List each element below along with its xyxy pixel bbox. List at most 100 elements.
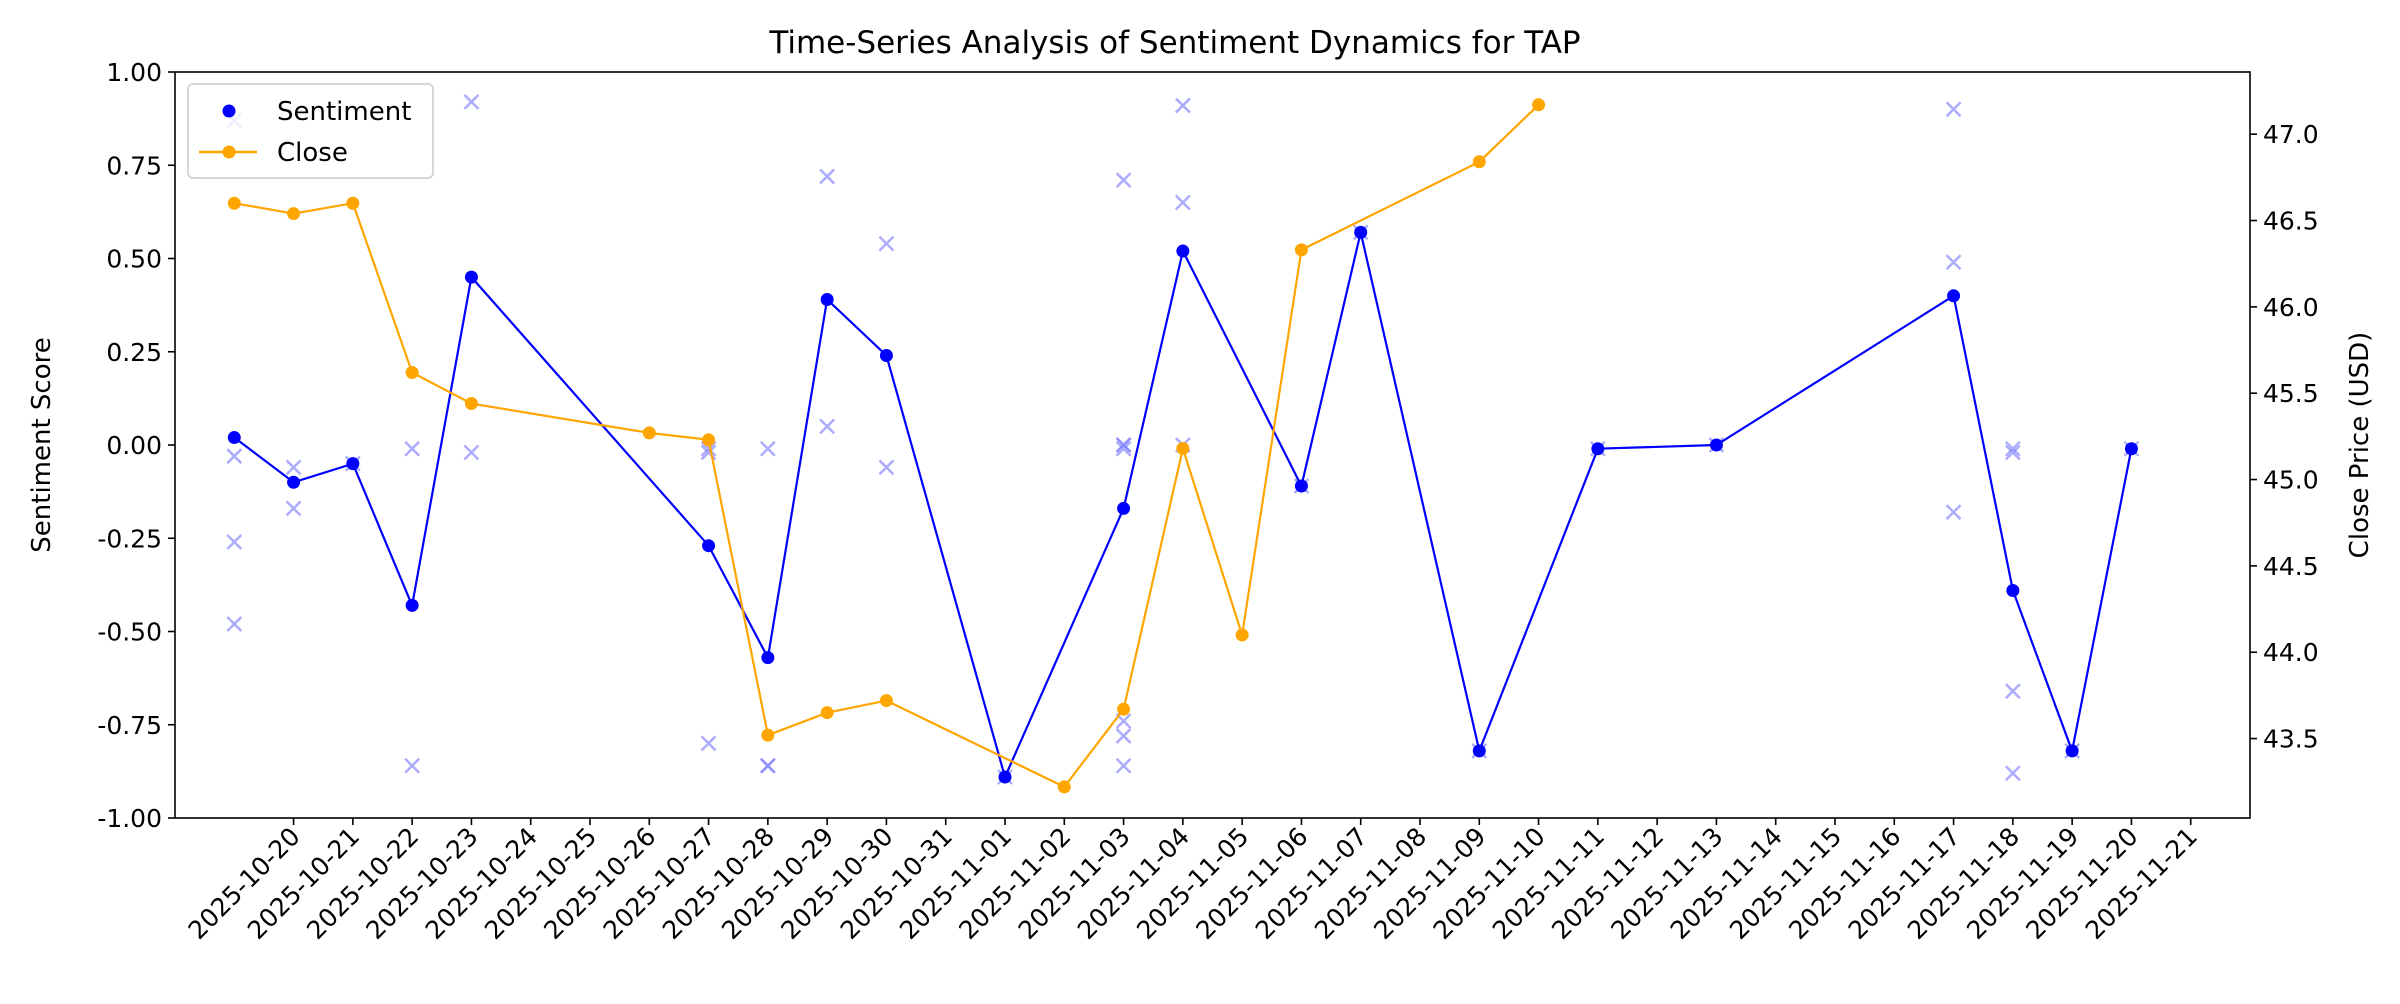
y-tick-label: 0.75 — [106, 151, 162, 180]
legend-label-sentiment: Sentiment — [277, 97, 411, 127]
sentiment-point — [405, 598, 419, 612]
close-point — [1057, 780, 1071, 794]
sentiment-point — [1176, 244, 1190, 258]
close-point — [702, 433, 716, 447]
score-marker — [285, 500, 302, 517]
score-marker — [2004, 683, 2021, 700]
score-marker — [404, 440, 421, 457]
y-tick-label: -0.25 — [97, 524, 162, 553]
y2-tick-label: 43.5 — [2263, 725, 2319, 754]
sentiment-point — [464, 270, 478, 284]
close-point — [1235, 628, 1249, 642]
y-tick-label: 1.00 — [106, 58, 162, 87]
sentiment-point — [1947, 289, 1961, 303]
x-axis: 2025-10-202025-10-212025-10-222025-10-23… — [183, 818, 2203, 945]
sentiment-point — [761, 651, 775, 665]
y2-axis-label: Close Price (USD) — [2345, 332, 2375, 559]
sentiment-point — [227, 431, 241, 445]
score-marker — [1115, 172, 1132, 189]
plot-frame — [174, 71, 2251, 819]
sentiment-point — [2065, 744, 2079, 758]
legend-box — [187, 83, 434, 179]
close-point — [1532, 98, 1546, 112]
score-marker — [1174, 97, 1191, 114]
close-point — [820, 706, 834, 720]
y-tick-label: 0.00 — [106, 431, 162, 460]
score-marker — [226, 534, 243, 550]
close-point — [1117, 702, 1131, 716]
y2-tick-label: 46.0 — [2263, 293, 2319, 322]
y-tick-label: 0.25 — [106, 338, 162, 367]
score-marker — [1115, 437, 1132, 453]
sentiment-point — [879, 348, 893, 362]
legend-marker-sentiment — [222, 104, 236, 118]
sentiment-point — [1591, 442, 1605, 456]
score-marker — [226, 448, 243, 465]
sentiment-point — [998, 770, 1012, 784]
close-line — [234, 104, 1540, 789]
sentiment-point — [2006, 583, 2020, 597]
plot-area — [174, 71, 2251, 819]
score-marker — [1174, 194, 1191, 211]
legend: Sentiment Close — [187, 83, 434, 179]
sentiment-line — [233, 232, 2133, 781]
score-marker — [1945, 504, 1962, 521]
sentiment-point — [1472, 744, 1486, 758]
close-point — [879, 694, 893, 708]
score-marker — [404, 757, 421, 774]
close-point — [405, 365, 419, 379]
score-marker — [878, 235, 895, 252]
y-axis-left: -1.00 -0.75 -0.50 -0.25 0.00 0.25 0.50 0.75 1.00 — [97, 58, 175, 833]
score-marker — [819, 168, 836, 185]
score-marker — [759, 440, 776, 457]
sentiment-point — [1709, 438, 1723, 452]
score-marker — [226, 616, 243, 632]
close-point — [642, 426, 656, 440]
close-point — [346, 196, 360, 210]
sentiment-point — [2124, 442, 2138, 456]
close-point — [227, 196, 241, 210]
score-marker — [1945, 101, 1962, 118]
score-marker — [1115, 440, 1132, 457]
score-marker — [463, 444, 480, 461]
close-point — [1176, 441, 1190, 455]
score-marker — [2004, 440, 2021, 457]
score-marker — [463, 93, 480, 110]
y-axis-label: Sentiment Score — [27, 337, 57, 552]
y2-tick-label: 44.5 — [2263, 552, 2319, 581]
score-marker — [700, 735, 717, 752]
chart-title: Time-Series Analysis of Sentiment Dynami… — [768, 25, 1580, 61]
score-marker — [819, 418, 836, 435]
score-marker — [1945, 254, 1962, 271]
legend-marker-close — [222, 145, 236, 159]
sentiment-point — [1294, 479, 1308, 493]
score-marker — [285, 459, 302, 476]
y2-tick-label: 45.5 — [2263, 379, 2319, 408]
y2-tick-label: 45.0 — [2263, 466, 2319, 495]
y-tick-label: -1.00 — [97, 804, 162, 833]
score-marker — [878, 459, 895, 476]
y-tick-label: 0.50 — [106, 245, 162, 274]
y-axis-right: 43.5 44.0 44.5 45.0 45.5 46.0 46.5 47.0 — [2250, 120, 2319, 754]
y2-tick-label: 46.5 — [2263, 207, 2319, 236]
sentiment-point — [1354, 225, 1368, 239]
sentiment-point — [287, 475, 301, 489]
score-marker — [759, 757, 776, 774]
score-marker — [2004, 765, 2021, 782]
score-marker — [1115, 728, 1132, 744]
close-point — [1294, 243, 1308, 257]
y2-tick-label: 47.0 — [2263, 120, 2319, 149]
score-marker — [700, 444, 717, 461]
sentiment-point — [1117, 501, 1131, 515]
close-point — [287, 207, 301, 221]
sentiment-point — [702, 539, 716, 553]
y2-tick-label: 44.0 — [2263, 638, 2319, 667]
y-tick-label: -0.75 — [97, 711, 162, 740]
sentiment-point — [820, 293, 834, 307]
score-marker — [2004, 444, 2021, 461]
y-tick-label: -0.50 — [97, 618, 162, 647]
sentiment-point — [346, 457, 360, 471]
legend-label-close: Close — [277, 138, 348, 168]
